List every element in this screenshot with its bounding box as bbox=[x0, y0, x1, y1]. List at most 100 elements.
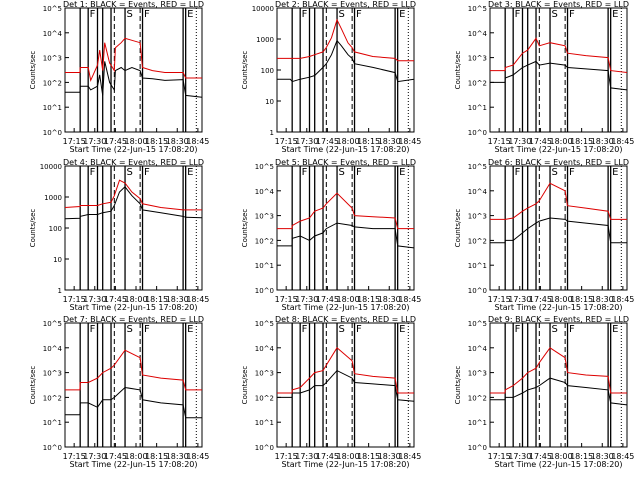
x-tick-label: 18:00 bbox=[549, 452, 572, 461]
y-tick-label: 10^3 bbox=[43, 370, 62, 378]
x-tick-label: 17:45 bbox=[529, 137, 552, 146]
x-axis-label: Start Time (22-Jun-15 17:08:20) bbox=[495, 303, 623, 312]
y-tick-label: 10^2 bbox=[43, 79, 62, 87]
y-tick-label: 10^5 bbox=[468, 163, 487, 171]
x-tick-label: 17:45 bbox=[104, 295, 127, 304]
x-axis-label: Start Time (22-Jun-15 17:08:20) bbox=[70, 460, 198, 469]
series-lld-line bbox=[65, 37, 202, 83]
marker-label: E bbox=[187, 9, 193, 20]
plot-frame bbox=[489, 322, 628, 448]
y-tick-label: 10^1 bbox=[43, 419, 62, 427]
x-tick-label: 18:00 bbox=[549, 295, 572, 304]
y-tick-label: 10^2 bbox=[43, 394, 62, 402]
marker-label: F bbox=[302, 9, 308, 20]
marker-label: F bbox=[90, 167, 96, 178]
y-tick-label: 1000 bbox=[256, 36, 274, 44]
plot-frame bbox=[489, 7, 628, 133]
y-tick-label: 10^3 bbox=[468, 213, 487, 221]
marker-label: F bbox=[356, 324, 362, 335]
x-tick-label: 17:15 bbox=[63, 137, 86, 146]
x-tick-label: 18:15 bbox=[357, 452, 380, 461]
y-tick-label: 10^1 bbox=[255, 419, 274, 427]
x-tick-label: 18:30 bbox=[378, 452, 401, 461]
x-tick-label: 17:15 bbox=[63, 452, 86, 461]
x-tick-label: 17:45 bbox=[104, 137, 127, 146]
y-tick-label: 10^1 bbox=[468, 262, 487, 270]
y-tick-label: 1 bbox=[58, 287, 62, 295]
x-tick-label: 18:30 bbox=[166, 452, 189, 461]
marker-label: E bbox=[399, 324, 405, 335]
y-tick-label: 10^3 bbox=[255, 213, 274, 221]
y-tick-label: 10^0 bbox=[43, 129, 62, 137]
x-tick-label: 18:30 bbox=[378, 137, 401, 146]
x-tick-label: 17:15 bbox=[488, 137, 511, 146]
x-tick-label: 17:30 bbox=[508, 452, 531, 461]
x-tick-label: 17:30 bbox=[295, 137, 318, 146]
y-tick-label: 10^5 bbox=[43, 320, 62, 328]
marker-label: F bbox=[302, 324, 308, 335]
y-axis-label: Counts/sec bbox=[29, 209, 37, 248]
detector-panel-6: F S F E17:1517:3017:4518:0018:1518:3018:45S… bbox=[454, 158, 634, 312]
plot-frame bbox=[276, 7, 415, 133]
marker-label: S bbox=[339, 167, 345, 178]
y-tick-label: 10^4 bbox=[255, 345, 275, 353]
y-tick-label: 100 bbox=[261, 67, 274, 75]
marker-label: F bbox=[356, 9, 362, 20]
x-tick-label: 18:15 bbox=[570, 295, 593, 304]
x-tick-label: 18:15 bbox=[145, 137, 168, 146]
x-tick-label: 17:45 bbox=[316, 295, 339, 304]
y-tick-label: 10^5 bbox=[255, 163, 274, 171]
y-tick-label: 10^3 bbox=[255, 370, 274, 378]
y-tick-label: 100 bbox=[49, 225, 62, 233]
y-tick-label: 10^2 bbox=[468, 394, 487, 402]
series-events-line bbox=[65, 186, 202, 220]
y-tick-label: 10^1 bbox=[255, 262, 274, 270]
y-tick-label: 10^0 bbox=[255, 444, 274, 452]
detector-panel-9: F S F E17:1517:3017:4518:0018:1518:3018:45S… bbox=[454, 315, 634, 469]
x-tick-label: 17:15 bbox=[63, 295, 86, 304]
marker-label: F bbox=[515, 324, 521, 335]
detector-panel-4: F S F E17:1517:3017:4518:0018:1518:3018:45S… bbox=[29, 158, 209, 312]
marker-label: F bbox=[569, 9, 575, 20]
x-axis-label: Start Time (22-Jun-15 17:08:20) bbox=[70, 145, 198, 154]
y-tick-label: 10^4 bbox=[43, 345, 63, 353]
detector-panel-5: F S F E17:1517:3017:4518:0018:1518:3018:45S… bbox=[241, 158, 421, 312]
marker-label: S bbox=[127, 167, 133, 178]
x-tick-label: 18:00 bbox=[336, 452, 359, 461]
marker-label: E bbox=[187, 167, 193, 178]
plot-frame bbox=[64, 322, 203, 448]
y-axis-label: Counts/sec bbox=[241, 51, 249, 90]
x-axis-label: Start Time (22-Jun-15 17:08:20) bbox=[282, 145, 410, 154]
series-events-line bbox=[277, 369, 414, 402]
y-tick-label: 10^2 bbox=[255, 394, 274, 402]
x-tick-label: 17:15 bbox=[275, 295, 298, 304]
x-tick-label: 18:15 bbox=[145, 295, 168, 304]
y-tick-label: 10 bbox=[53, 256, 62, 264]
y-tick-label: 1 bbox=[270, 129, 274, 137]
marker-label: F bbox=[144, 9, 150, 20]
event-markers bbox=[79, 8, 197, 132]
y-tick-label: 10^0 bbox=[468, 444, 487, 452]
event-markers bbox=[291, 8, 409, 132]
marker-label: F bbox=[515, 167, 521, 178]
x-tick-label: 18:00 bbox=[549, 137, 572, 146]
x-tick-label: 18:45 bbox=[186, 452, 209, 461]
x-tick-label: 18:30 bbox=[166, 295, 189, 304]
x-tick-label: 18:00 bbox=[336, 295, 359, 304]
x-tick-label: 18:30 bbox=[591, 452, 614, 461]
y-tick-label: 10^5 bbox=[468, 320, 487, 328]
x-tick-label: 18:15 bbox=[357, 137, 380, 146]
marker-label: S bbox=[339, 9, 345, 20]
x-tick-label: 17:30 bbox=[295, 452, 318, 461]
x-tick-label: 17:30 bbox=[295, 295, 318, 304]
y-tick-label: 10^1 bbox=[43, 104, 62, 112]
x-tick-label: 18:00 bbox=[336, 137, 359, 146]
series-lld-line bbox=[277, 347, 414, 394]
y-tick-label: 10^4 bbox=[468, 30, 488, 38]
series-events-line bbox=[65, 386, 202, 419]
y-tick-label: 10^4 bbox=[255, 188, 275, 196]
y-tick-label: 10^0 bbox=[43, 444, 62, 452]
y-axis-label: Counts/sec bbox=[29, 51, 37, 90]
x-tick-label: 18:45 bbox=[611, 137, 634, 146]
x-tick-label: 17:45 bbox=[529, 295, 552, 304]
